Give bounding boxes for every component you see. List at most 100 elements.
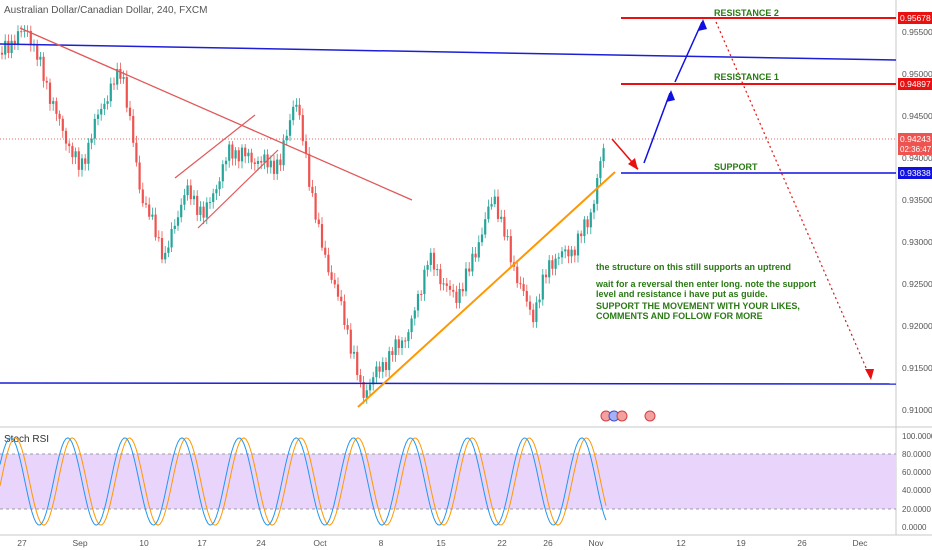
up-arrow-2[interactable]	[674, 21, 703, 83]
last-price-box	[898, 133, 932, 155]
stoch-rsi-d-line	[0, 437, 607, 526]
candle-body	[336, 284, 340, 297]
stoch-rsi-tick-label: 80.0000	[902, 450, 931, 459]
candle-body	[519, 283, 522, 285]
price-axis[interactable]: 0.95500 0.95000 0.94500 0.94000 0.93500 0.930…	[902, 27, 932, 415]
upper-blue-trendline[interactable]	[0, 43, 897, 61]
candle-body	[298, 104, 301, 116]
candle-body	[228, 144, 231, 161]
candle-body	[74, 151, 77, 158]
candle-body	[496, 196, 500, 219]
candle-body	[7, 40, 10, 54]
candle-body	[586, 219, 589, 228]
price-tick-label: 0.93500	[902, 195, 932, 205]
candle-body	[471, 253, 474, 272]
candle-body	[138, 162, 141, 190]
candle-body	[122, 77, 125, 79]
candle-body	[516, 266, 519, 284]
candle-body	[365, 390, 368, 398]
candle-body	[458, 288, 461, 303]
price-tick-label: 0.95000	[902, 69, 932, 79]
candle-body	[96, 114, 100, 119]
candle-body	[442, 283, 445, 285]
channel-bottom-line[interactable]	[197, 149, 279, 229]
candle-body	[282, 140, 285, 166]
candle-body	[538, 299, 541, 303]
candle-body	[407, 332, 410, 342]
candle-body	[480, 234, 484, 243]
candle-body	[189, 185, 192, 200]
candle-body	[308, 153, 311, 187]
candle-body	[263, 154, 266, 163]
candle-body	[426, 264, 429, 270]
candle-body	[304, 141, 308, 154]
candle-body	[253, 162, 256, 164]
candle-body	[423, 269, 426, 295]
candle-body	[234, 150, 237, 159]
candle-body	[400, 340, 404, 348]
candle-body	[71, 146, 74, 158]
candle-body	[148, 204, 151, 217]
candle-body	[439, 269, 442, 285]
lower-blue-trendline[interactable]	[0, 382, 897, 385]
candle-body	[103, 103, 106, 109]
candle-body	[269, 160, 272, 168]
candle-body	[279, 159, 282, 166]
candle-body	[432, 252, 436, 270]
up-arrow-1-head	[666, 90, 675, 102]
candle-body	[455, 291, 458, 303]
candle-body	[384, 362, 388, 371]
candle-body	[583, 219, 586, 237]
candle-body	[509, 236, 512, 263]
event-icon[interactable]	[644, 410, 656, 422]
event-icon[interactable]	[616, 410, 628, 422]
candle-body	[352, 351, 356, 354]
candle-body	[250, 152, 253, 163]
candle-body	[116, 69, 119, 85]
channel-top-line[interactable]	[174, 114, 256, 179]
candle-body	[196, 195, 199, 215]
candle-body	[535, 302, 538, 323]
candle-body	[468, 268, 471, 272]
candle-body	[170, 229, 173, 248]
candle-body	[324, 247, 327, 255]
descending-red-trendline[interactable]	[19, 27, 413, 201]
candle-body	[77, 151, 80, 170]
stoch-rsi-axis[interactable]: 100.0000 80.0000 60.0000 40.0000 20.0000 0.00…	[902, 432, 932, 532]
note-uptrend: the structure on this still supports an …	[596, 262, 791, 272]
candle-body	[202, 206, 205, 218]
candle-body	[167, 247, 170, 253]
candle-body	[52, 101, 55, 104]
candle-body	[596, 178, 599, 204]
candle-body	[362, 381, 365, 398]
time-tick-label: 12	[676, 538, 686, 548]
stoch-rsi-k-line	[0, 437, 607, 526]
candle-body	[477, 242, 480, 258]
candle-body	[199, 206, 202, 215]
orange-uptrend-line[interactable]	[357, 171, 616, 408]
candle-body	[503, 216, 506, 237]
candle-body	[320, 224, 324, 248]
candle-body	[45, 80, 48, 83]
candle-body	[599, 161, 602, 179]
candle-body	[464, 268, 468, 292]
candle-body	[372, 377, 375, 385]
candle-body	[410, 318, 413, 333]
time-axis[interactable]: 27 Sep 10 17 24 Oct 8 15 22 26 Nov 12 19 26 Dec	[17, 538, 868, 548]
candle-body	[541, 274, 544, 300]
candle-body	[192, 195, 196, 200]
candle-body	[112, 83, 116, 85]
candle-body	[144, 203, 148, 205]
price-tick-label: 0.92000	[902, 321, 932, 331]
candle-body	[375, 366, 378, 378]
candle-body	[176, 217, 180, 226]
candle-body	[48, 82, 52, 104]
support-price: 0.93838	[900, 168, 931, 178]
up-arrow-1[interactable]	[643, 92, 671, 164]
candle-body	[64, 130, 68, 144]
candle-body	[135, 142, 138, 163]
note-support-line1: SUPPORT THE MOVEMENT WITH YOUR LIKES,	[596, 301, 800, 311]
candle-body	[276, 159, 279, 174]
candle-body	[4, 40, 7, 55]
